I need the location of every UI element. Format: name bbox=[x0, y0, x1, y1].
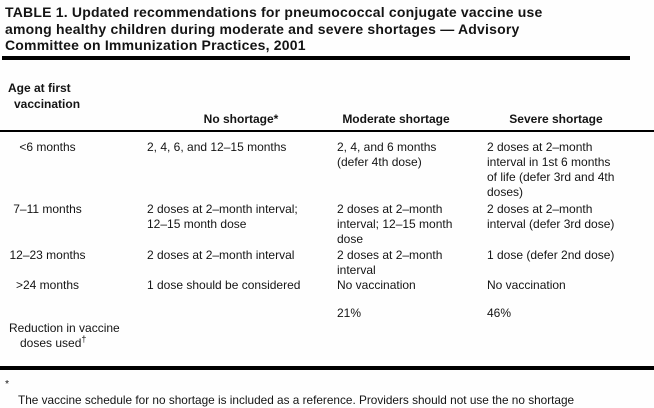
summary-cell-severe-reduction: 46% bbox=[487, 305, 512, 320]
cell-severe-shortage: 1 dose (defer 2nd dose) bbox=[487, 247, 615, 262]
footnote-text: The vaccine schedule for no shortage is … bbox=[18, 392, 575, 408]
cell-age: <6 months bbox=[19, 139, 76, 154]
footnote-asterisk: * The vaccine schedule for no shortage is… bbox=[5, 378, 648, 408]
cell-no-shortage: 2, 4, 6, and 12–15 months bbox=[147, 139, 287, 154]
column-header-age: Age at first vaccination bbox=[0, 59, 105, 132]
asterisk-marker: * bbox=[5, 377, 10, 390]
cell-no-shortage: 2 doses at 2–month interval bbox=[147, 247, 295, 262]
column-header-age-label: Age at first vaccination bbox=[8, 80, 81, 111]
column-header-severe-shortage: Severe shortage bbox=[477, 59, 654, 132]
cell-moderate-shortage: 2 doses at 2–month interval bbox=[337, 247, 443, 277]
dagger-marker: † bbox=[81, 333, 87, 344]
cell-age: >24 months bbox=[15, 277, 80, 292]
cell-age: 7–11 months bbox=[13, 201, 82, 216]
cell-no-shortage: 1 dose should be considered bbox=[147, 277, 301, 292]
summary-row: Reduction in vaccine doses used† 21% 46% bbox=[0, 306, 654, 366]
cell-severe-shortage: 2 doses at 2–month interval (defer 3rd d… bbox=[487, 201, 615, 231]
table-bottom-rule bbox=[0, 365, 654, 370]
summary-cell-moderate-reduction: 21% bbox=[337, 305, 362, 320]
table-row: >24 months 1 dose should be considered N… bbox=[0, 278, 654, 306]
cell-moderate-shortage: 2, 4, and 6 months (defer 4th dose) bbox=[337, 139, 437, 169]
cell-moderate-shortage: No vaccination bbox=[337, 277, 416, 292]
cell-age: 12–23 months bbox=[9, 247, 86, 262]
table-row: <6 months 2, 4, 6, and 12–15 months 2, 4… bbox=[0, 131, 654, 202]
table-header-row: Age at first vaccination No shortage* Mo… bbox=[0, 59, 654, 132]
table-row: 7–11 months 2 doses at 2–month interval;… bbox=[0, 202, 654, 248]
cell-moderate-shortage: 2 doses at 2–month interval; 12–15 month… bbox=[337, 201, 453, 246]
cell-no-shortage: 2 doses at 2–month interval; 12–15 month… bbox=[147, 201, 298, 231]
table-row: 12–23 months 2 doses at 2–month interval… bbox=[0, 248, 654, 278]
column-header-moderate-shortage: Moderate shortage bbox=[337, 59, 477, 132]
vaccine-schedule-table: Age at first vaccination No shortage* Mo… bbox=[0, 59, 654, 366]
title-rule bbox=[2, 55, 630, 60]
cell-severe-shortage: No vaccination bbox=[487, 277, 566, 292]
column-header-no-shortage: No shortage* bbox=[105, 59, 337, 132]
summary-row-label-cell: Reduction in vaccine doses used† bbox=[0, 306, 120, 366]
cell-severe-shortage: 2 doses at 2–month interval in 1st 6 mon… bbox=[487, 139, 615, 199]
summary-row-label: Reduction in vaccine doses used† bbox=[9, 320, 120, 350]
footnotes: * The vaccine schedule for no shortage is… bbox=[5, 378, 654, 408]
table-title: TABLE 1. Updated recommendations for pne… bbox=[5, 4, 543, 53]
summary-cell-no-shortage bbox=[105, 306, 337, 366]
